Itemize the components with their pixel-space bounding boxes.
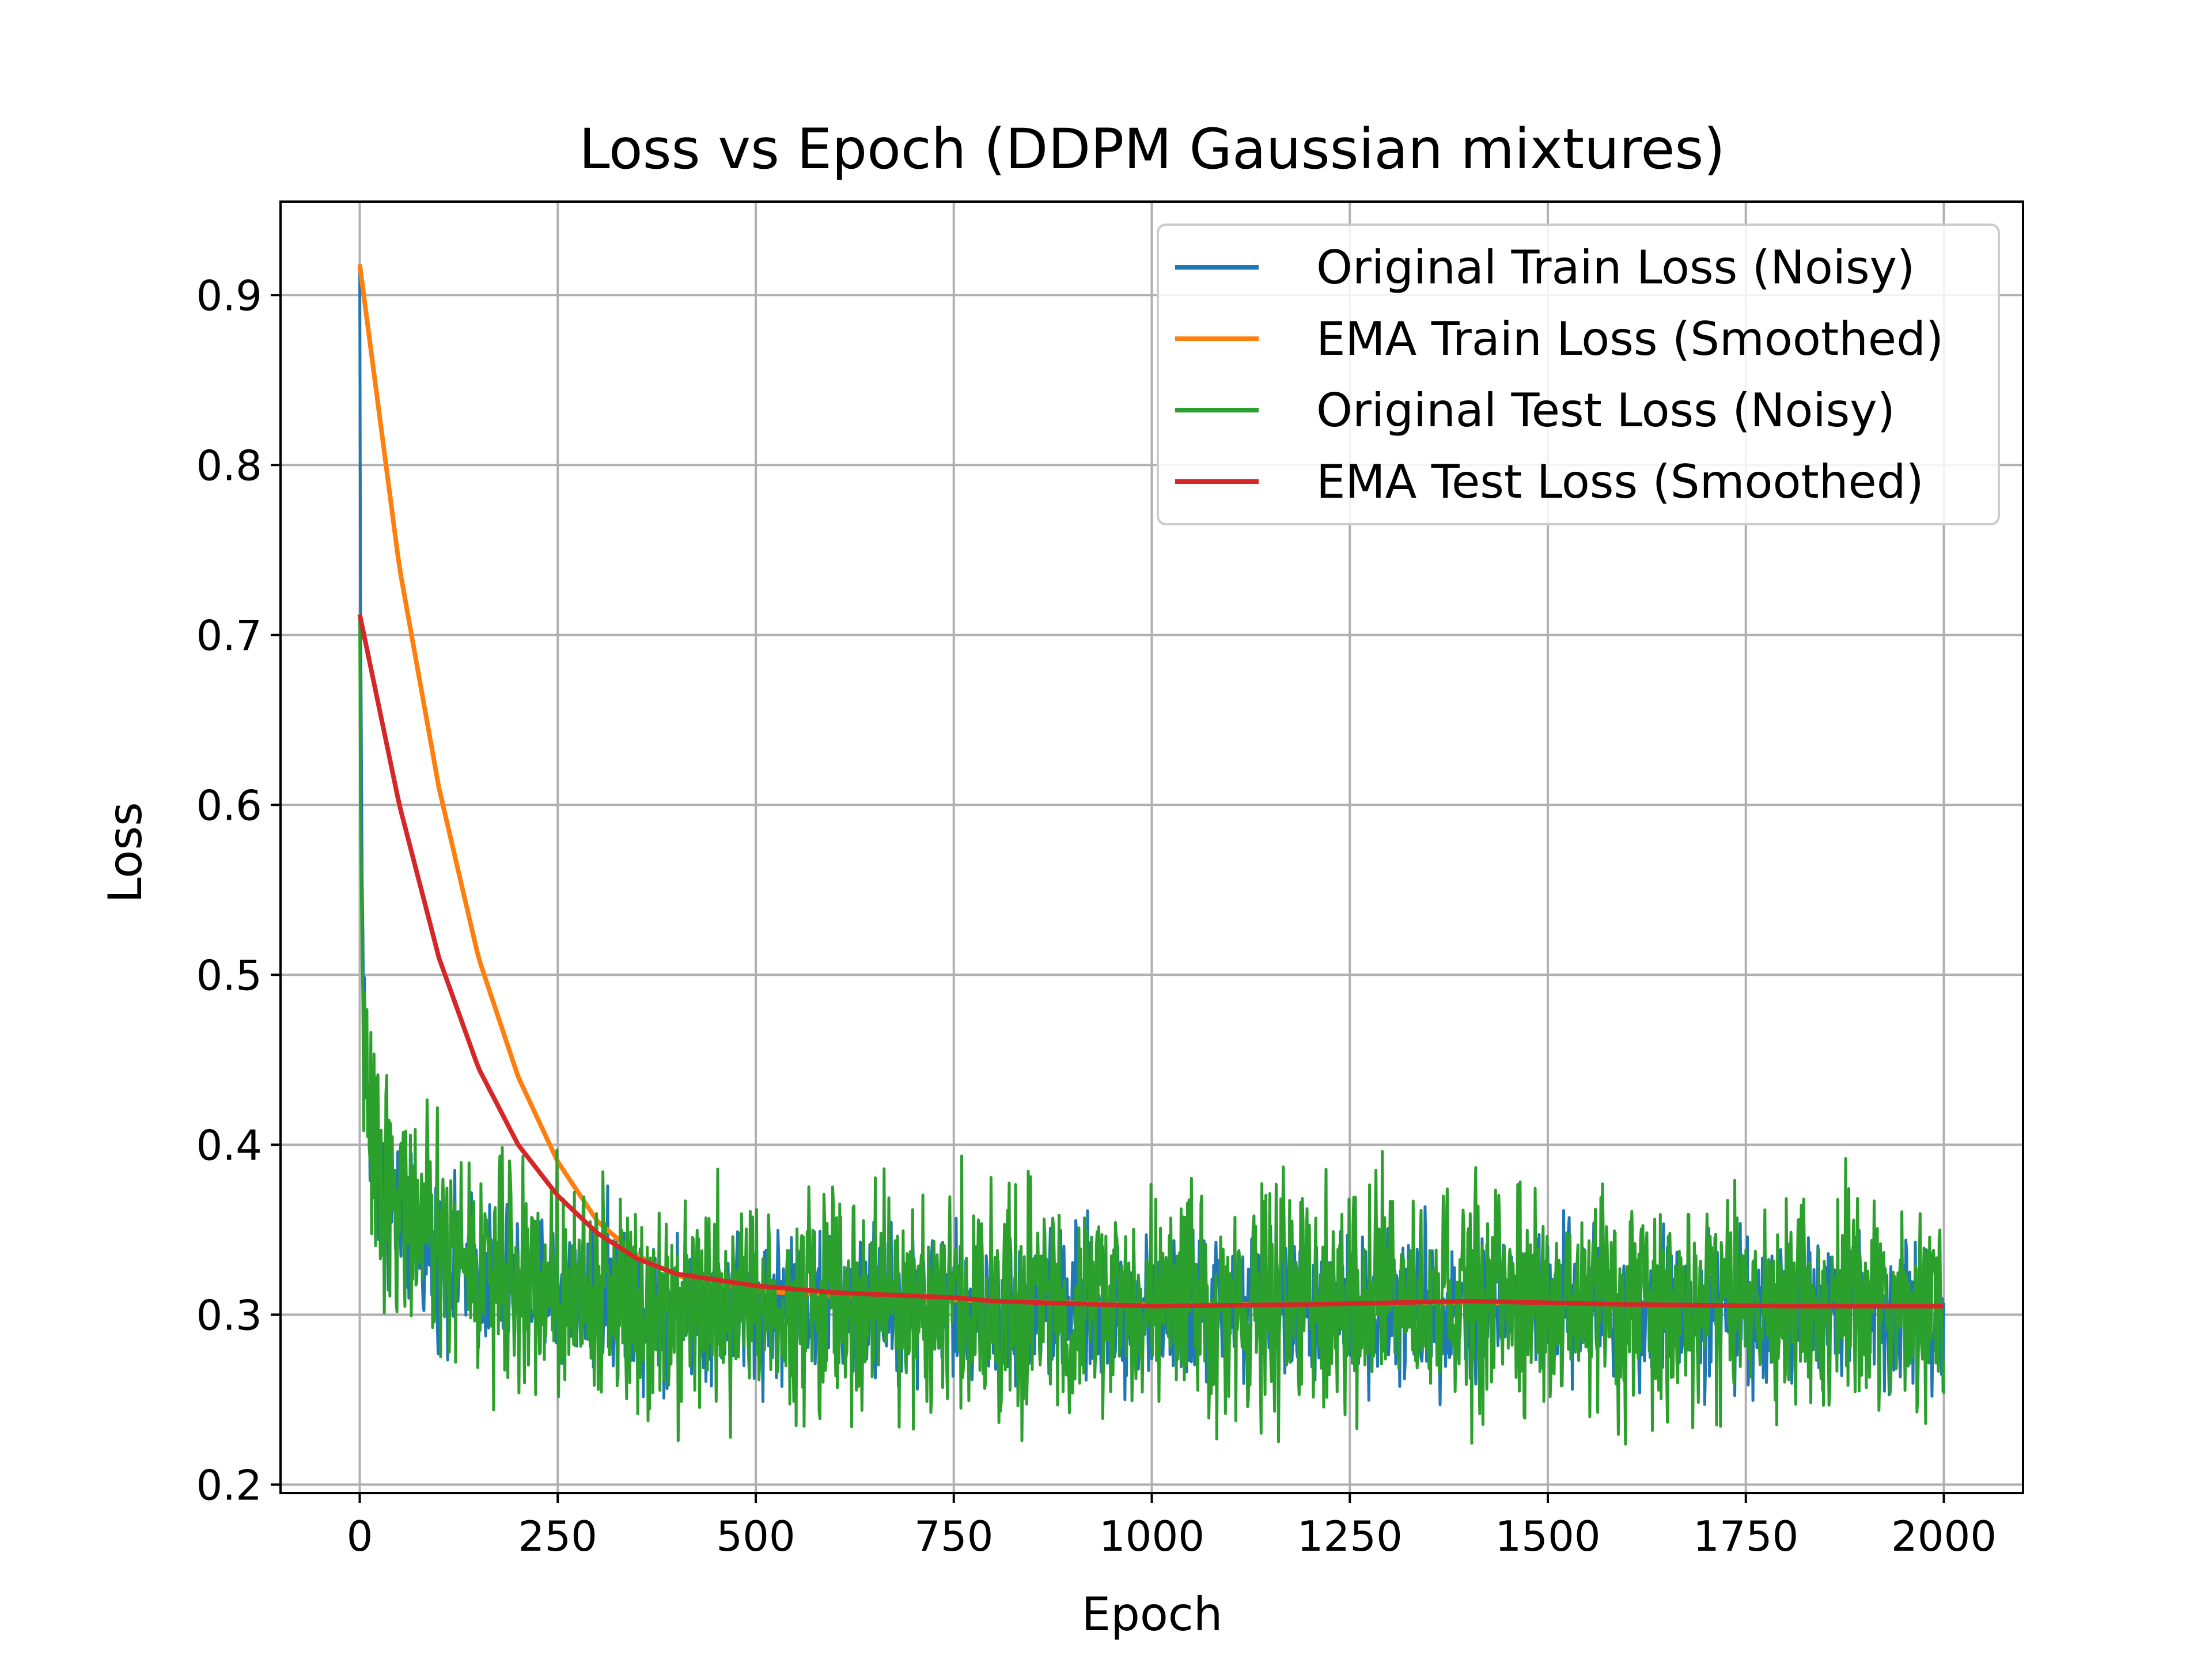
y-tick-label: 0.6 <box>196 781 262 830</box>
x-tick-label: 1250 <box>1297 1512 1403 1560</box>
legend-label: EMA Train Loss (Smoothed) <box>1316 312 1944 366</box>
x-axis-ticks: 0 250 500 750 1000 1250 1500 1750 2000 <box>347 1493 1997 1560</box>
x-tick-label: 0 <box>347 1512 373 1560</box>
x-axis-label: Epoch <box>1082 1588 1223 1641</box>
series-line-4 <box>357 613 1944 1309</box>
x-tick-label: 2000 <box>1891 1512 1997 1560</box>
x-tick-label: 1000 <box>1099 1512 1205 1560</box>
x-tick-label: 500 <box>716 1512 795 1560</box>
y-tick-label: 0.8 <box>196 441 262 490</box>
legend-label: EMA Test Loss (Smoothed) <box>1316 455 1924 509</box>
chart-title: Loss vs Epoch (DDPM Gaussian mixtures) <box>579 117 1725 181</box>
series-layer <box>357 264 1945 1446</box>
legend: Original Train Loss (Noisy) EMA Train Los… <box>1157 224 2000 525</box>
y-tick-label: 0.3 <box>196 1291 262 1339</box>
legend-label: Original Test Loss (Noisy) <box>1316 384 1895 437</box>
y-tick-label: 0.7 <box>196 611 262 660</box>
y-tick-label: 0.2 <box>196 1461 262 1509</box>
x-tick-label: 1500 <box>1495 1512 1600 1560</box>
x-tick-label: 250 <box>518 1512 597 1560</box>
y-axis-label: Loss <box>99 802 152 903</box>
legend-frame <box>1157 224 2000 525</box>
y-tick-label: 0.9 <box>196 271 262 320</box>
y-tick-label: 0.4 <box>196 1121 262 1169</box>
y-tick-label: 0.5 <box>196 951 262 999</box>
x-tick-label: 750 <box>914 1512 993 1560</box>
x-tick-label: 1750 <box>1693 1512 1798 1560</box>
legend-label: Original Train Loss (Noisy) <box>1316 241 1915 294</box>
y-axis-ticks: 0.2 0.3 0.4 0.5 0.6 0.7 0.8 0.9 <box>196 271 281 1509</box>
